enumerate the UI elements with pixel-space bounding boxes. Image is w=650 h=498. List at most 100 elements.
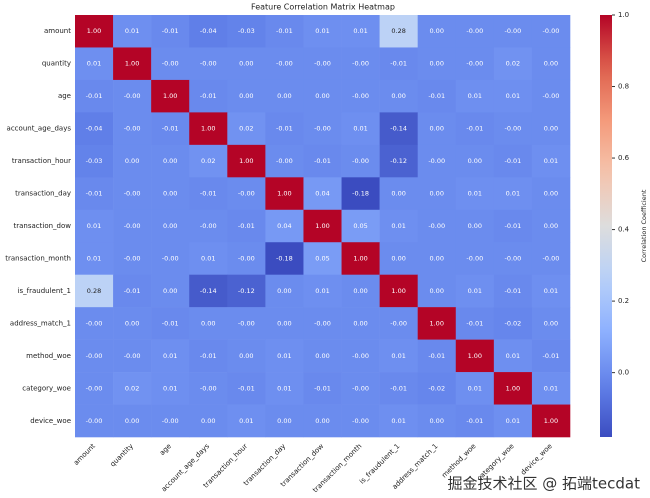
cell-label: -0.01 xyxy=(390,384,407,392)
cell xyxy=(227,112,266,146)
cell xyxy=(379,339,418,373)
cell xyxy=(531,339,571,373)
cell xyxy=(189,144,228,178)
cell-label: -0.02 xyxy=(504,319,521,327)
cell xyxy=(189,339,228,373)
cell-label: -0.00 xyxy=(543,254,560,262)
cell-label: 0.00 xyxy=(277,92,291,100)
y-tick-label: account_age_days xyxy=(7,125,72,133)
cell xyxy=(265,242,304,275)
cell xyxy=(379,242,418,275)
cell xyxy=(417,144,457,178)
cell xyxy=(379,144,418,178)
cell-label: -0.00 xyxy=(428,222,445,230)
cell xyxy=(113,15,152,48)
cell-label: -0.01 xyxy=(466,319,483,327)
cell-label: -0.00 xyxy=(124,125,141,133)
cell-label: 1.00 xyxy=(353,254,367,262)
cell-label: -0.01 xyxy=(162,125,179,133)
cell xyxy=(303,274,342,308)
cell-label: 0.00 xyxy=(468,222,482,230)
cell xyxy=(493,339,533,373)
cell xyxy=(341,15,380,48)
cell-label: 0.01 xyxy=(87,60,101,68)
cell-label: -0.01 xyxy=(238,222,255,230)
cell xyxy=(227,15,266,48)
cell xyxy=(531,274,571,308)
cell xyxy=(379,404,418,438)
cell xyxy=(265,47,304,81)
cell xyxy=(265,307,304,340)
cell xyxy=(493,209,533,243)
colorbar-tick-label: 0.8 xyxy=(618,83,629,91)
cell xyxy=(303,307,342,340)
y-tick-label: age xyxy=(58,92,71,100)
cell xyxy=(113,177,152,211)
cell-label: -0.00 xyxy=(543,92,560,100)
cell-label: -0.01 xyxy=(162,27,179,35)
cell-label: -0.00 xyxy=(352,417,369,425)
cell-label: -0.04 xyxy=(200,27,217,35)
cell xyxy=(265,404,304,438)
cell-label: -0.01 xyxy=(200,92,217,100)
cell xyxy=(265,372,304,405)
cell xyxy=(265,339,304,373)
cell xyxy=(113,47,152,81)
cell xyxy=(75,79,114,113)
cell xyxy=(379,112,418,146)
cell xyxy=(531,307,571,340)
cell-label: 0.05 xyxy=(315,254,329,262)
cell xyxy=(151,372,190,405)
cell-label: 0.02 xyxy=(125,384,139,392)
cell-label: 0.04 xyxy=(315,190,329,198)
cell-label: -0.01 xyxy=(504,157,521,165)
cell-label: 0.00 xyxy=(315,417,329,425)
cell xyxy=(341,112,380,146)
cell xyxy=(379,79,418,113)
cell-label: 0.00 xyxy=(239,352,253,360)
cell xyxy=(341,209,380,243)
cell-label: -0.00 xyxy=(200,384,217,392)
cell xyxy=(455,339,495,373)
cell-label: -0.00 xyxy=(504,125,521,133)
cell xyxy=(341,339,380,373)
cell-label: -0.00 xyxy=(124,92,141,100)
y-tick-label: amount xyxy=(44,27,71,35)
cell-label: -0.00 xyxy=(124,352,141,360)
cell xyxy=(189,372,228,405)
cell xyxy=(303,47,342,81)
cell-label: 1.00 xyxy=(163,92,177,100)
cell xyxy=(493,274,533,308)
cell-label: -0.12 xyxy=(390,157,407,165)
cell-label: 0.00 xyxy=(163,157,177,165)
y-tick-label: quantity xyxy=(42,60,71,68)
y-tick-label: transaction_month xyxy=(5,254,71,262)
cell-label: -0.01 xyxy=(276,125,293,133)
cell xyxy=(151,15,190,48)
cell-label: 0.01 xyxy=(506,190,520,198)
cell xyxy=(303,242,342,275)
cell-label: -0.00 xyxy=(276,157,293,165)
cell xyxy=(531,112,571,146)
cell-label: -0.00 xyxy=(352,352,369,360)
cell xyxy=(417,15,457,48)
cell xyxy=(455,209,495,243)
cell xyxy=(341,372,380,405)
cell xyxy=(303,404,342,438)
cell xyxy=(341,307,380,340)
cell xyxy=(417,47,457,81)
cell xyxy=(417,177,457,211)
cell-label: 0.00 xyxy=(429,190,443,198)
cell xyxy=(75,177,114,211)
cell xyxy=(113,404,152,438)
cell-label: 0.01 xyxy=(506,417,520,425)
cell-label: 0.01 xyxy=(163,384,177,392)
y-tick-label: address_match_1 xyxy=(10,319,71,327)
cell xyxy=(417,339,457,373)
cell-label: 0.01 xyxy=(391,352,405,360)
cell-label: 0.00 xyxy=(125,157,139,165)
cell-label: -0.18 xyxy=(276,254,293,262)
cell-label: -0.01 xyxy=(314,157,331,165)
cell xyxy=(303,15,342,48)
